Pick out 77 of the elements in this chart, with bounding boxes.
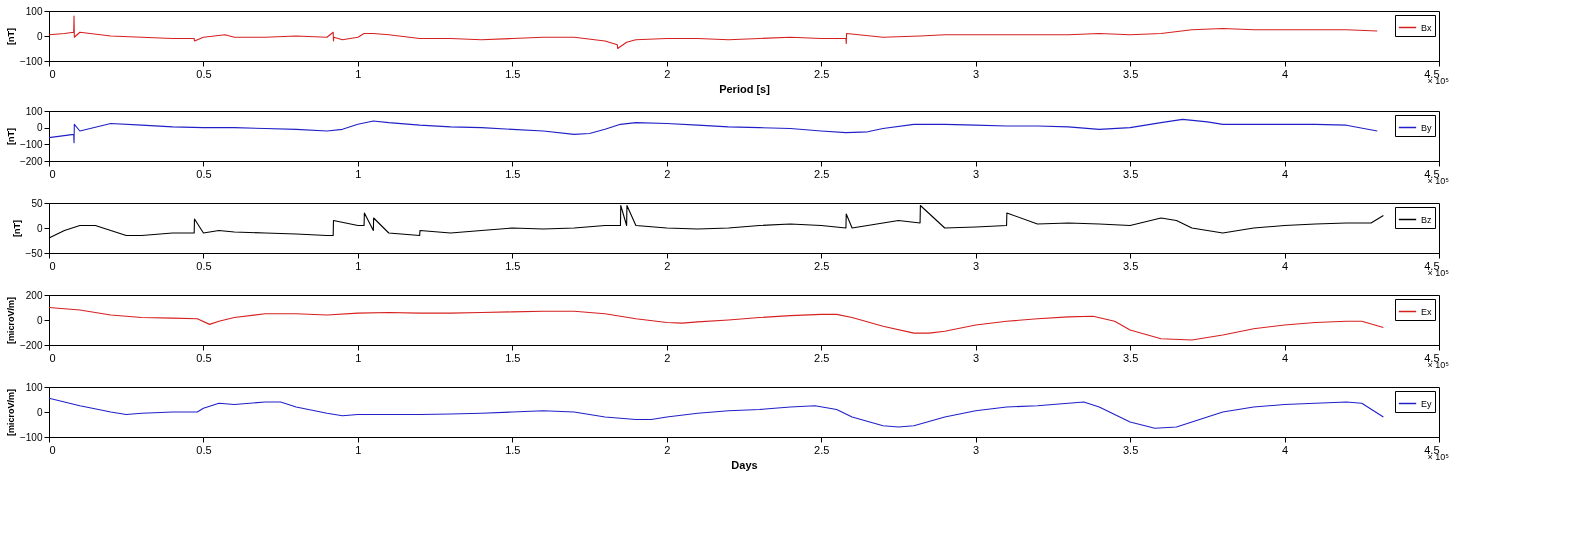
x-tick-label: 0.5 [196,167,212,180]
x-axis-title: Days [731,458,758,471]
y-tick-label: 0 [36,122,43,134]
x-tick-label: 3.5 [1122,351,1139,364]
x-tick-label: 1 [355,259,362,272]
x-tick-label: 4 [1281,443,1289,456]
x-tick-label: 1 [355,167,362,180]
x-tick-label: 0.5 [196,443,212,456]
x-tick-label: 1 [355,351,362,364]
x-tick-label: 1.5 [505,351,521,364]
y-tick-label: −200 [19,155,43,167]
line-series [48,118,1378,144]
x-tick-label: 3 [973,167,980,180]
y-axis-title: [nT] [11,220,22,237]
line-series [48,397,1384,429]
x-tick-label: 0 [49,167,56,180]
x-tick-label: 0.5 [196,351,212,364]
legend-label: Ex [1421,306,1432,317]
x-tick-label: 2.5 [814,167,830,180]
x-tick-label: 1 [355,67,362,80]
x-tick-label: 3.5 [1122,67,1139,80]
x-tick-label: 3 [973,259,980,272]
x-tick-label: 2.5 [814,259,830,272]
x-tick-label: 1.5 [505,67,521,80]
x-tick-label: 0.5 [196,259,212,272]
x-tick-label: 3 [973,443,980,456]
x-tick-label: 3.5 [1122,443,1139,456]
y-tick-label: 200 [25,289,43,301]
legend-label: By [1421,122,1432,133]
x-tick-label: 1 [355,443,362,456]
legend-label: Bx [1421,22,1432,33]
x-tick-label: 0 [49,443,56,456]
y-tick-label: 100 [25,105,43,117]
y-tick-label: −100 [19,431,43,443]
x-tick-label: 4 [1281,259,1289,272]
x-tick-label: 3.5 [1122,167,1139,180]
x-tick-label: 2.5 [814,67,830,80]
y-axis-title: [nT] [5,128,16,145]
x-tick-label: 2 [664,443,671,456]
y-tick-label: 0 [36,222,43,234]
x-tick-label: 1.5 [505,167,521,180]
legend-label: Bz [1421,214,1432,225]
line-series [48,306,1384,341]
x-tick-label: 1.5 [505,443,521,456]
x-tick-label: 0 [49,67,56,80]
x-tick-label: 4 [1281,67,1289,80]
x-tick-label: 0.5 [196,67,212,80]
y-axis-title: [microV/m] [5,296,16,345]
x-tick-label: 3.5 [1122,259,1139,272]
y-tick-label: 0 [36,314,43,326]
y-axis-title: [nT] [5,28,16,45]
y-tick-label: 50 [31,197,43,209]
x-tick-label: 2 [664,259,671,272]
y-tick-label: −100 [19,55,43,67]
x-tick-label: 0 [49,259,56,272]
x-tick-label: 2 [664,167,671,180]
y-axis-title: [microV/m] [5,388,16,437]
x-axis-title: Period [s] [719,82,771,95]
y-tick-label: −50 [25,247,43,259]
x-tick-label: 2.5 [814,351,830,364]
x-tick-label: 2.5 [814,443,830,456]
y-tick-label: −200 [19,339,43,351]
x-tick-label: 2 [664,67,671,80]
x-tick-label: 4 [1281,167,1289,180]
x-tick-label: 4 [1281,351,1289,364]
legend-label: Ey [1421,398,1432,409]
x-tick-label: 2 [664,351,671,364]
y-tick-label: 100 [25,5,43,17]
y-tick-label: −100 [19,138,43,150]
y-tick-label: 0 [36,406,43,418]
y-tick-label: 100 [25,381,43,393]
x-tick-label: 3 [973,67,980,80]
x-tick-label: 3 [973,351,980,364]
y-tick-label: 0 [36,30,43,42]
line-series [48,15,1378,50]
x-tick-label: 0 [49,351,56,364]
x-tick-label: 1.5 [505,259,521,272]
